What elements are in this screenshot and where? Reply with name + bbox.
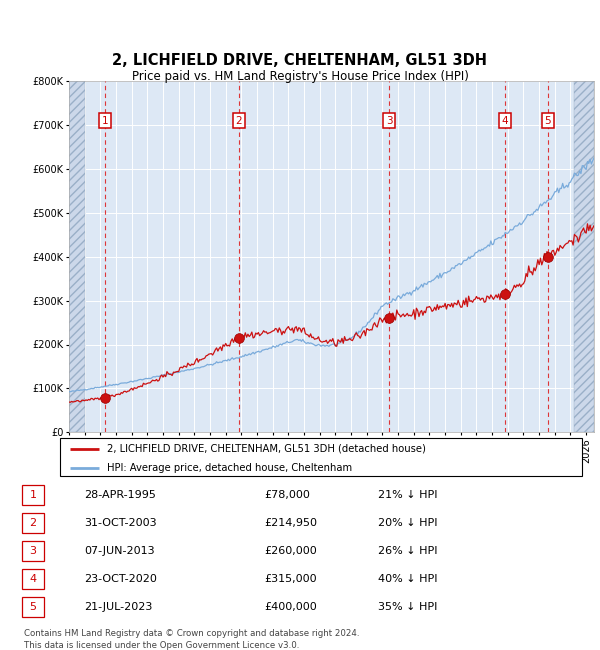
- Text: 23-OCT-2020: 23-OCT-2020: [84, 574, 157, 584]
- Text: £315,000: £315,000: [264, 574, 317, 584]
- Text: 3: 3: [386, 116, 392, 125]
- Text: 2, LICHFIELD DRIVE, CHELTENHAM, GL51 3DH: 2, LICHFIELD DRIVE, CHELTENHAM, GL51 3DH: [113, 53, 487, 68]
- Text: 26% ↓ HPI: 26% ↓ HPI: [378, 546, 437, 556]
- Text: £214,950: £214,950: [264, 518, 317, 528]
- Text: HPI: Average price, detached house, Cheltenham: HPI: Average price, detached house, Chel…: [107, 463, 352, 473]
- Text: 21-JUL-2023: 21-JUL-2023: [84, 602, 152, 612]
- Text: 07-JUN-2013: 07-JUN-2013: [84, 546, 155, 556]
- Text: 1: 1: [102, 116, 109, 125]
- Bar: [22, 485, 44, 505]
- Text: 2: 2: [29, 518, 37, 528]
- Text: £78,000: £78,000: [264, 490, 310, 500]
- Text: Price paid vs. HM Land Registry's House Price Index (HPI): Price paid vs. HM Land Registry's House …: [131, 70, 469, 83]
- Text: 20% ↓ HPI: 20% ↓ HPI: [378, 518, 437, 528]
- Text: Contains HM Land Registry data © Crown copyright and database right 2024.
This d: Contains HM Land Registry data © Crown c…: [24, 629, 359, 650]
- Text: 5: 5: [29, 602, 37, 612]
- Text: 21% ↓ HPI: 21% ↓ HPI: [378, 490, 437, 500]
- Bar: [69, 81, 85, 432]
- Text: 4: 4: [502, 116, 508, 125]
- Text: 2: 2: [235, 116, 242, 125]
- Bar: [22, 597, 44, 617]
- Bar: [574, 81, 594, 432]
- Text: 28-APR-1995: 28-APR-1995: [84, 490, 156, 500]
- Text: £400,000: £400,000: [264, 602, 317, 612]
- Bar: [574, 81, 594, 432]
- Bar: [22, 513, 44, 533]
- Text: 35% ↓ HPI: 35% ↓ HPI: [378, 602, 437, 612]
- Bar: [69, 81, 85, 432]
- Text: 31-OCT-2003: 31-OCT-2003: [84, 518, 157, 528]
- Text: £260,000: £260,000: [264, 546, 317, 556]
- Text: 5: 5: [544, 116, 551, 125]
- Text: 40% ↓ HPI: 40% ↓ HPI: [378, 574, 437, 584]
- Text: 2, LICHFIELD DRIVE, CHELTENHAM, GL51 3DH (detached house): 2, LICHFIELD DRIVE, CHELTENHAM, GL51 3DH…: [107, 444, 426, 454]
- Bar: [22, 541, 44, 561]
- Text: 4: 4: [29, 574, 37, 584]
- Text: 3: 3: [29, 546, 37, 556]
- Bar: [22, 569, 44, 589]
- Text: 1: 1: [29, 490, 37, 500]
